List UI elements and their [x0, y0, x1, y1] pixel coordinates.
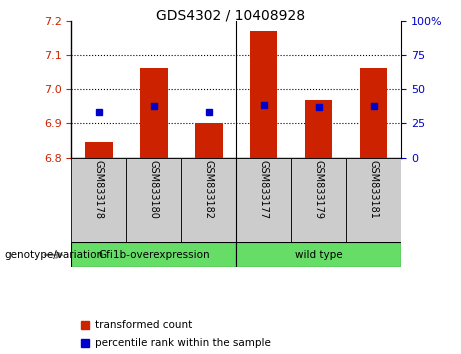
- Text: Gfi1b-overexpression: Gfi1b-overexpression: [98, 250, 210, 260]
- Text: GSM833181: GSM833181: [369, 160, 378, 219]
- Text: GSM833179: GSM833179: [313, 160, 324, 219]
- Bar: [181, 158, 236, 242]
- Bar: [126, 158, 181, 242]
- Text: GSM833180: GSM833180: [149, 160, 159, 219]
- Bar: [236, 242, 401, 267]
- Bar: [346, 158, 401, 242]
- Text: transformed count: transformed count: [95, 320, 192, 330]
- Text: GSM833177: GSM833177: [259, 160, 269, 219]
- Bar: [85, 142, 112, 158]
- Bar: [291, 158, 346, 242]
- Text: GDS4302 / 10408928: GDS4302 / 10408928: [156, 9, 305, 23]
- Bar: [250, 32, 278, 158]
- Bar: [305, 99, 332, 158]
- Bar: [71, 158, 126, 242]
- Bar: [195, 124, 223, 158]
- Text: GSM833182: GSM833182: [204, 160, 214, 219]
- Bar: [360, 68, 387, 158]
- Text: GSM833178: GSM833178: [94, 160, 104, 219]
- Bar: [236, 158, 291, 242]
- Bar: [71, 242, 236, 267]
- Text: wild type: wild type: [295, 250, 343, 260]
- Bar: [140, 68, 168, 158]
- Text: genotype/variation: genotype/variation: [5, 250, 104, 260]
- Text: percentile rank within the sample: percentile rank within the sample: [95, 338, 271, 348]
